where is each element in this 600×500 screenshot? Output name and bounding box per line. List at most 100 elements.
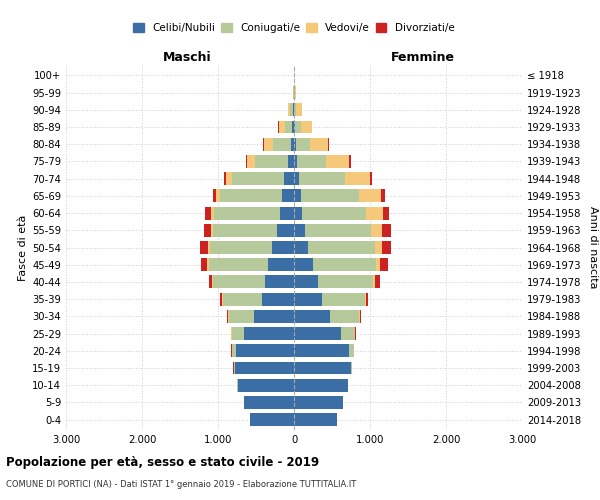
Bar: [326, 155, 349, 168]
Bar: [341, 327, 355, 340]
Bar: [305, 224, 371, 236]
Bar: [294, 206, 302, 220]
Bar: [349, 155, 350, 168]
Bar: [214, 224, 277, 236]
Bar: [299, 172, 345, 185]
Bar: [208, 258, 209, 271]
Bar: [285, 120, 292, 134]
Bar: [294, 292, 322, 306]
Bar: [297, 155, 326, 168]
Bar: [220, 190, 282, 202]
Bar: [294, 138, 296, 150]
Bar: [211, 224, 214, 236]
Bar: [345, 172, 370, 185]
Bar: [227, 310, 228, 323]
Bar: [233, 362, 235, 374]
Bar: [383, 206, 389, 220]
Bar: [279, 120, 285, 134]
Bar: [226, 172, 232, 185]
Bar: [322, 292, 365, 306]
Bar: [296, 104, 302, 116]
Bar: [294, 344, 349, 358]
Bar: [359, 310, 360, 323]
Bar: [370, 172, 372, 185]
Bar: [365, 292, 366, 306]
Bar: [380, 258, 388, 271]
Bar: [209, 258, 268, 271]
Bar: [294, 362, 351, 374]
Bar: [302, 206, 366, 220]
Bar: [214, 276, 265, 288]
Bar: [296, 138, 310, 150]
Bar: [222, 292, 223, 306]
Bar: [319, 276, 373, 288]
Bar: [224, 172, 226, 185]
Bar: [282, 190, 294, 202]
Bar: [294, 413, 337, 426]
Bar: [294, 327, 341, 340]
Bar: [236, 344, 294, 358]
Text: COMUNE DI PORTICI (NA) - Dati ISTAT 1° gennaio 2019 - Elaborazione TUTTITALIA.IT: COMUNE DI PORTICI (NA) - Dati ISTAT 1° g…: [6, 480, 356, 489]
Bar: [216, 190, 220, 202]
Bar: [205, 206, 211, 220]
Bar: [214, 206, 280, 220]
Bar: [290, 104, 293, 116]
Bar: [209, 241, 272, 254]
Bar: [382, 241, 391, 254]
Bar: [201, 258, 208, 271]
Bar: [244, 396, 294, 409]
Bar: [376, 241, 382, 254]
Bar: [292, 120, 294, 134]
Bar: [295, 120, 301, 134]
Bar: [232, 172, 284, 185]
Bar: [376, 276, 380, 288]
Bar: [223, 292, 262, 306]
Bar: [220, 292, 222, 306]
Bar: [295, 86, 296, 99]
Bar: [263, 138, 273, 150]
Bar: [294, 276, 319, 288]
Text: Popolazione per età, sesso e stato civile - 2019: Popolazione per età, sesso e stato civil…: [6, 456, 319, 469]
Bar: [382, 190, 385, 202]
Bar: [293, 104, 294, 116]
Bar: [360, 310, 361, 323]
Bar: [268, 258, 294, 271]
Bar: [280, 206, 294, 220]
Bar: [291, 138, 294, 150]
Bar: [359, 190, 382, 202]
Bar: [211, 206, 214, 220]
Bar: [294, 190, 301, 202]
Bar: [294, 310, 331, 323]
Bar: [355, 327, 356, 340]
Bar: [294, 396, 343, 409]
Bar: [294, 172, 299, 185]
Bar: [373, 276, 376, 288]
Bar: [231, 327, 232, 340]
Bar: [244, 327, 294, 340]
Bar: [277, 224, 294, 236]
Bar: [294, 120, 295, 134]
Bar: [301, 120, 312, 134]
Bar: [200, 241, 208, 254]
Bar: [308, 241, 376, 254]
Bar: [288, 155, 294, 168]
Bar: [229, 310, 254, 323]
Bar: [294, 86, 295, 99]
Bar: [232, 344, 236, 358]
Bar: [265, 276, 294, 288]
Bar: [238, 379, 294, 392]
Bar: [366, 206, 383, 220]
Bar: [208, 241, 209, 254]
Text: Maschi: Maschi: [163, 51, 212, 64]
Bar: [294, 379, 348, 392]
Bar: [232, 327, 244, 340]
Bar: [288, 104, 290, 116]
Bar: [376, 258, 380, 271]
Bar: [294, 241, 308, 254]
Bar: [301, 190, 359, 202]
Bar: [247, 155, 255, 168]
Bar: [273, 138, 291, 150]
Bar: [328, 138, 329, 150]
Bar: [366, 292, 368, 306]
Bar: [250, 413, 294, 426]
